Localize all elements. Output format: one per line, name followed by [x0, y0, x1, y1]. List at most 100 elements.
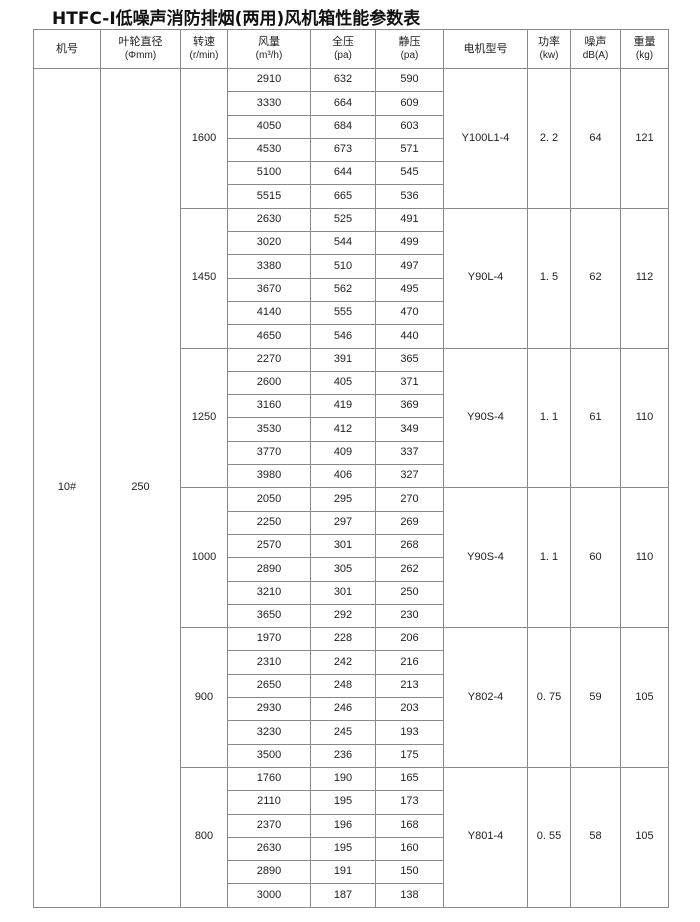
- header-label: 重量: [633, 35, 656, 49]
- cell-speed: 800: [180, 766, 228, 908]
- cell-power: 0. 55: [527, 766, 571, 908]
- cell-total-pressure: 409: [310, 440, 376, 466]
- cell-static-pressure: 470: [375, 300, 444, 326]
- cell-static-pressure: 168: [375, 813, 444, 838]
- cell-total-pressure: 191: [310, 860, 376, 885]
- cell-air-volume: 4530: [227, 137, 311, 163]
- cell-static-pressure: 216: [375, 650, 444, 675]
- cell-motor-model: Y90S-4: [443, 487, 528, 629]
- cell-total-pressure: 406: [310, 464, 376, 489]
- cell-total-pressure: 190: [310, 766, 376, 792]
- table-row: 4050 684 603: [34, 114, 669, 139]
- cell-total-pressure: 246: [310, 697, 376, 722]
- table-body: 10# 250 1600 2910 632 590 Y100L1-4 2. 2 64 121 333…: [33, 67, 669, 908]
- cell-static-pressure: 193: [375, 720, 444, 745]
- table-row: 800 1760 190 165 Y801-4 0. 55 58 105: [34, 766, 669, 908]
- cell-static-pressure: 491: [375, 207, 444, 233]
- cell-air-volume: 3160: [227, 394, 311, 419]
- table-row: 3650 292 230: [34, 603, 669, 629]
- cell-air-volume: 3670: [227, 277, 311, 302]
- header-label: 风量: [258, 35, 280, 49]
- header-label: 噪声: [584, 35, 607, 49]
- cell-weight: 110: [620, 487, 669, 629]
- header-unit: (pa): [400, 50, 419, 62]
- header-label: 转速: [193, 35, 215, 49]
- cell-weight: 105: [620, 627, 669, 768]
- table-row: 2110 195 173: [34, 790, 669, 815]
- cell-air-volume: 3000: [227, 883, 311, 908]
- cell-noise: 60: [570, 487, 621, 629]
- cell-air-volume: 2890: [227, 557, 311, 582]
- column-header-static-pressure: 静压 (pa): [375, 29, 444, 69]
- cell-static-pressure: 173: [375, 790, 444, 815]
- cell-noise: 59: [570, 627, 621, 768]
- cell-total-pressure: 295: [310, 487, 376, 512]
- cell-air-volume: 2310: [227, 650, 311, 675]
- cell-static-pressure: 138: [375, 883, 444, 908]
- cell-static-pressure: 337: [375, 440, 444, 466]
- cell-total-pressure: 245: [310, 720, 376, 745]
- cell-air-volume: 3020: [227, 231, 311, 256]
- cell-weight: 112: [620, 207, 669, 349]
- cell-total-pressure: 301: [310, 580, 376, 605]
- cell-power: 1. 5: [527, 207, 571, 349]
- cell-total-pressure: 236: [310, 743, 376, 768]
- cell-total-pressure: 405: [310, 370, 376, 396]
- table-row: 2650 248 213: [34, 673, 669, 699]
- cell-motor-model: Y90S-4: [443, 347, 528, 489]
- cell-power: 0. 75: [527, 627, 571, 768]
- cell-air-volume: 2570: [227, 533, 311, 559]
- cell-air-volume: 5515: [227, 184, 311, 209]
- cell-air-volume: 4650: [227, 324, 311, 349]
- cell-static-pressure: 371: [375, 370, 444, 396]
- cell-total-pressure: 195: [310, 790, 376, 815]
- cell-static-pressure: 603: [375, 114, 444, 139]
- cell-impeller-diameter: 250: [100, 68, 181, 908]
- table-row: 3020 544 499: [34, 231, 669, 256]
- cell-air-volume: 3330: [227, 91, 311, 116]
- cell-total-pressure: 673: [310, 137, 376, 163]
- cell-air-volume: 3210: [227, 580, 311, 605]
- cell-total-pressure: 195: [310, 836, 376, 862]
- cell-static-pressure: 269: [375, 510, 444, 535]
- cell-total-pressure: 292: [310, 603, 376, 629]
- header-unit: (m³/h): [255, 50, 283, 62]
- cell-static-pressure: 440: [375, 324, 444, 349]
- cell-motor-model: Y801-4: [443, 766, 528, 908]
- cell-total-pressure: 555: [310, 300, 376, 326]
- header-unit: (Φmm): [124, 50, 157, 62]
- fan-performance-table: 机号 叶轮直径 (Φmm) 转速 (r/min) 风量 (m³/h) 全压: [33, 29, 669, 908]
- header-row: 机号 叶轮直径 (Φmm) 转速 (r/min) 风量 (m³/h) 全压: [33, 29, 669, 69]
- cell-total-pressure: 684: [310, 114, 376, 139]
- cell-air-volume: 2250: [227, 510, 311, 535]
- cell-total-pressure: 305: [310, 557, 376, 582]
- cell-air-volume: 2930: [227, 697, 311, 722]
- cell-machine-no: 10#: [33, 68, 101, 908]
- cell-total-pressure: 196: [310, 813, 376, 838]
- cell-total-pressure: 644: [310, 161, 376, 186]
- table-row: 1000 2050 295 270 Y90S-4 1. 1 60 110: [34, 487, 669, 629]
- cell-speed: 1450: [180, 207, 228, 349]
- cell-static-pressure: 495: [375, 277, 444, 302]
- cell-static-pressure: 213: [375, 673, 444, 699]
- cell-weight: 110: [620, 347, 669, 489]
- cell-air-volume: 3230: [227, 720, 311, 745]
- cell-air-volume: 2630: [227, 836, 311, 862]
- cell-air-volume: 2110: [227, 790, 311, 815]
- header-label: 机号: [56, 41, 78, 55]
- cell-static-pressure: 365: [375, 347, 444, 372]
- header-label: 静压: [398, 35, 421, 49]
- table-row: 2250 297 269: [34, 510, 669, 535]
- cell-static-pressure: 590: [375, 67, 444, 93]
- table-row: 3210 301 250: [34, 580, 669, 605]
- cell-noise: 58: [570, 766, 621, 908]
- cell-air-volume: 2890: [227, 860, 311, 885]
- cell-air-volume: 4050: [227, 114, 311, 139]
- table-row: 2890 305 262: [34, 557, 669, 582]
- cell-static-pressure: 270: [375, 487, 444, 512]
- table-row: 1450 2630 525 491 Y90L-4 1. 5 62 112: [34, 207, 669, 349]
- header-label: 电机型号: [463, 41, 508, 55]
- cell-weight: 121: [620, 68, 669, 209]
- header-unit: (kw): [539, 50, 559, 62]
- cell-total-pressure: 301: [310, 533, 376, 559]
